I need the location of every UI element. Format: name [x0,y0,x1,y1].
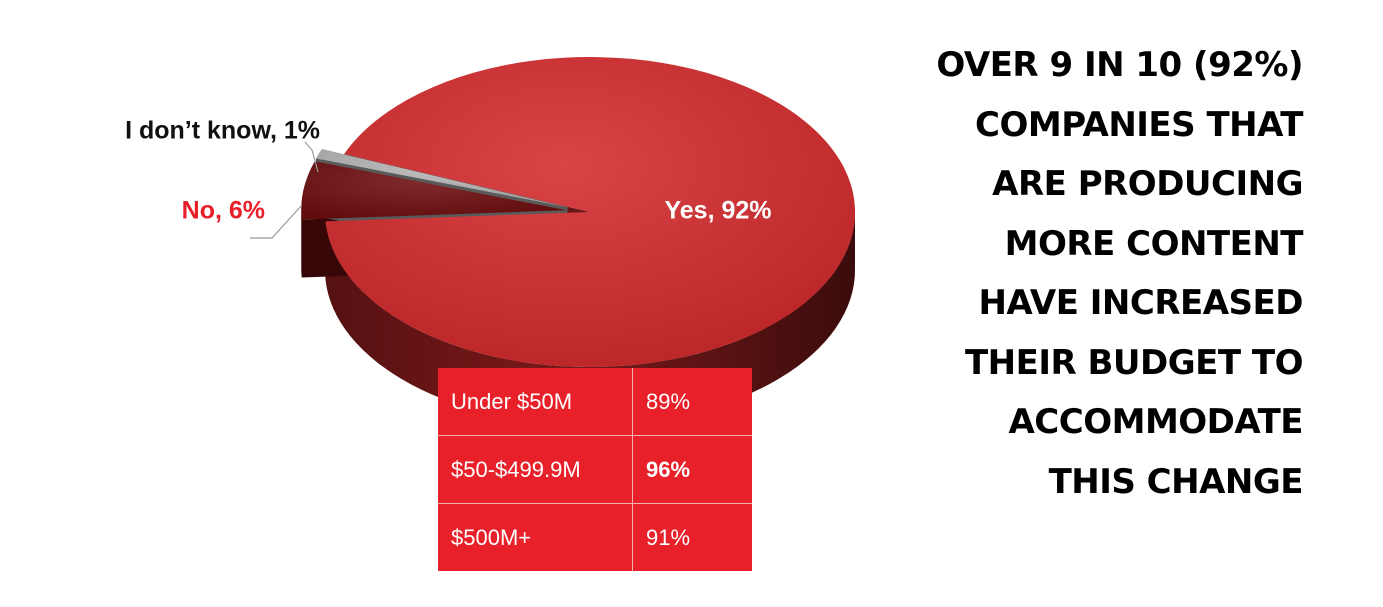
data-label: No, 6% [182,197,265,225]
table-row: $50-$499.9M 96% [438,436,752,504]
row-label: $50-$499.9M [438,436,633,503]
row-value: 96% [646,456,691,482]
slice-sheen [315,149,568,208]
pie-tops [301,56,855,367]
headline: OVER 9 IN 10 (92%) COMPANIES THAT ARE PROD… [936,36,1303,512]
headline-line: HAVE INCREASED [978,283,1303,323]
slice-sheen [301,161,567,220]
headline-line: THEIR BUDGET TO [964,342,1304,383]
row-label: $500M+ [438,504,633,571]
row-value: 91% [646,524,691,550]
row-value: 89% [646,388,691,414]
breakdown-table: Under $50M 89% $50-$499.9M 96% $500M+ 91% [438,368,752,571]
leader-line [250,204,303,239]
headline-line: MORE CONTENT [1004,223,1304,264]
headline-line: COMPANIES THAT [975,104,1303,145]
pie-labels: Yes, 92% No, 6% I don’t know, 1% [125,117,772,239]
data-label: Yes, 92% [664,197,771,225]
data-label: I don’t know, 1% [125,117,320,145]
slice-sheen [325,56,855,367]
table-row: Under $50M 89% [438,368,752,436]
headline-line: OVER 9 IN 10 (92%) [936,45,1303,85]
headline-line: ACCOMMODATE [1008,402,1303,442]
leader-line [304,141,319,173]
table-row: $500M+ 91% [438,504,752,571]
headline-line: ARE PRODUCING [992,164,1303,204]
headline-line: THIS CHANGE [1048,461,1304,502]
row-label: Under $50M [438,368,633,435]
